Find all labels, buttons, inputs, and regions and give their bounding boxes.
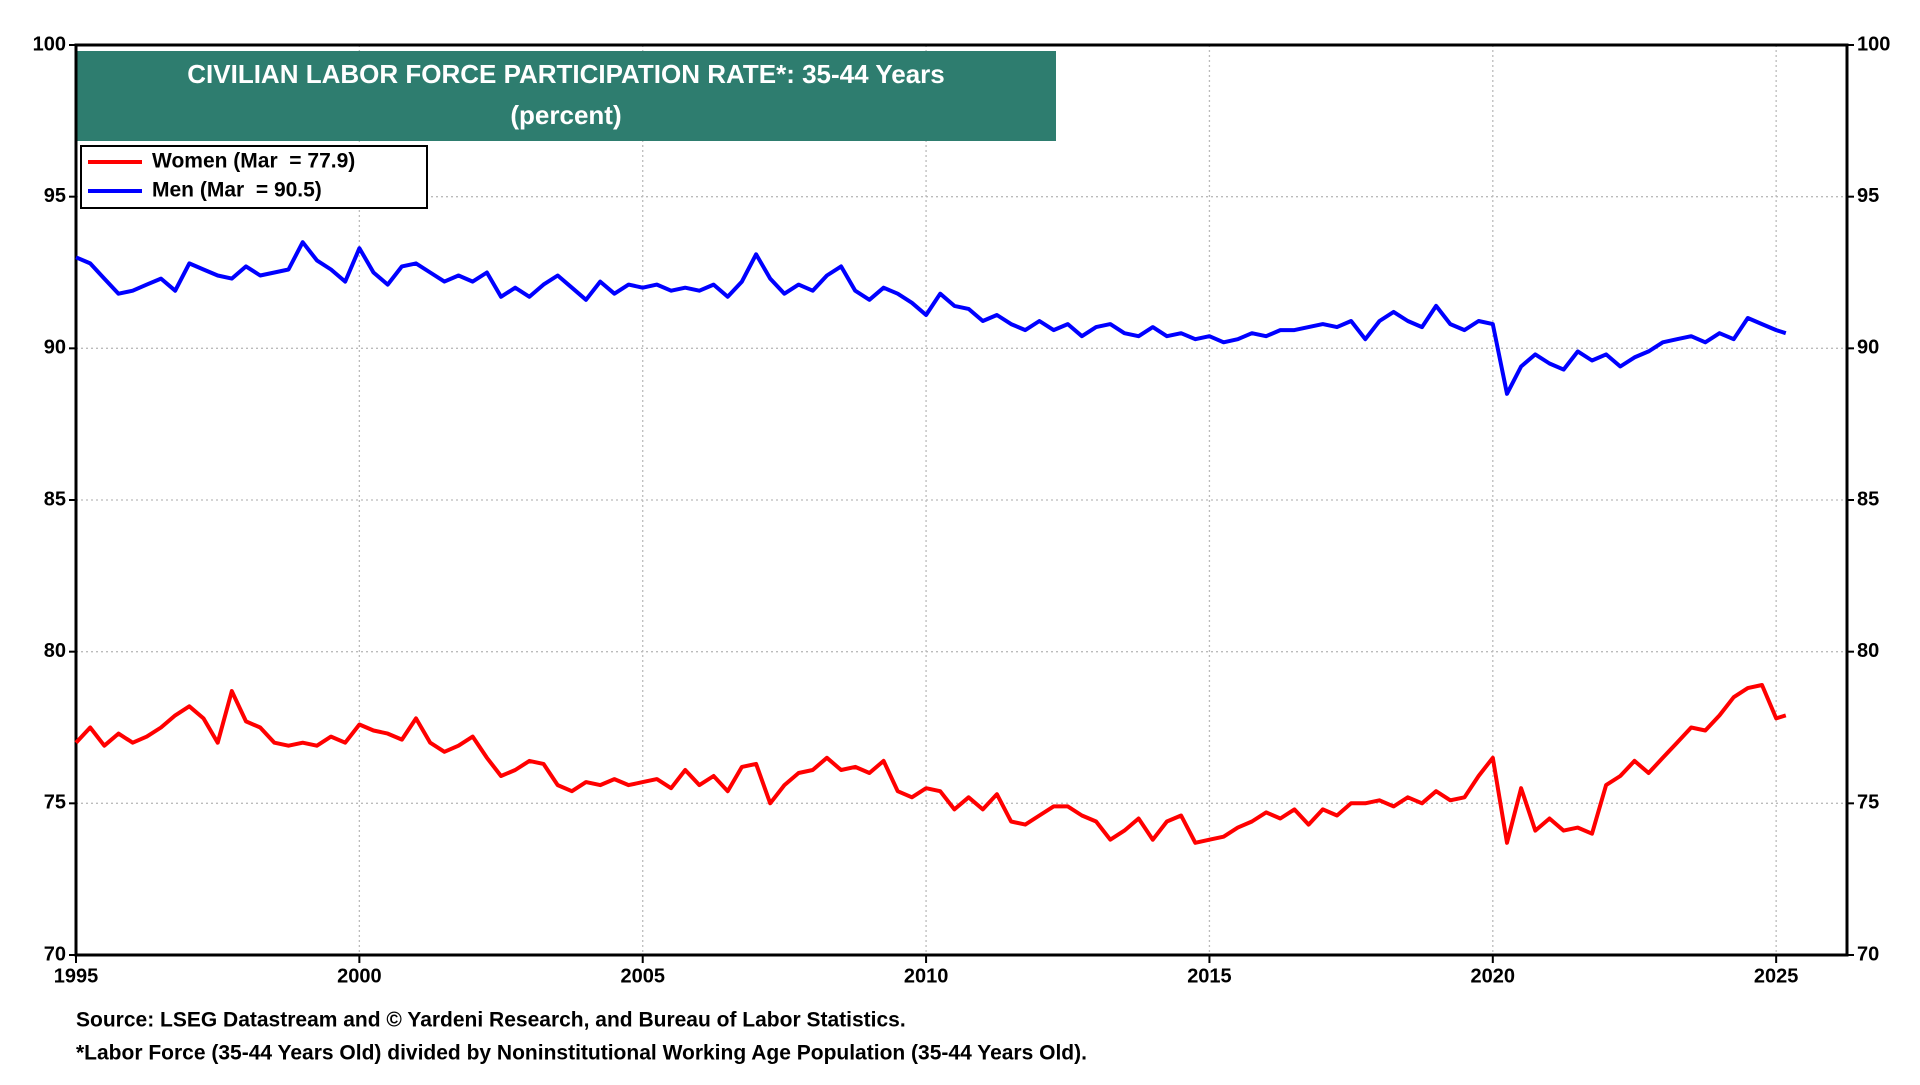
x-tick-label: 2015 bbox=[1187, 965, 1232, 987]
chart-subtitle: (percent) bbox=[510, 100, 621, 130]
series-line bbox=[74, 683, 1787, 845]
x-tick-label: 2005 bbox=[620, 965, 665, 987]
legend-label: Men (Mar = 90.5) bbox=[152, 179, 322, 202]
legend-label: Women (Mar = 77.9) bbox=[152, 150, 355, 173]
legend-box bbox=[80, 145, 428, 209]
x-tick-label: 2000 bbox=[337, 965, 382, 987]
y-tick-label: 80 bbox=[44, 640, 66, 662]
y2-tick-label: 85 bbox=[1857, 488, 1879, 510]
source-note: Source: LSEG Datastream and © Yardeni Re… bbox=[76, 1009, 906, 1032]
y-tick-label: 85 bbox=[44, 488, 66, 510]
y-tick-label: 70 bbox=[44, 943, 66, 965]
y-tick-label: 100 bbox=[33, 33, 66, 55]
x-tick-label: 2010 bbox=[904, 965, 949, 987]
y2-tick-label: 80 bbox=[1857, 640, 1879, 662]
series-line bbox=[75, 240, 1787, 396]
y2-tick-label: 95 bbox=[1857, 185, 1879, 207]
plot-frame bbox=[74, 43, 1849, 957]
y-tick-label: 90 bbox=[44, 337, 66, 359]
y2-tick-label: 90 bbox=[1857, 337, 1879, 359]
y2-tick-label: 100 bbox=[1857, 33, 1890, 55]
chart-title: CIVILIAN LABOR FORCE PARTICIPATION RATE*… bbox=[187, 59, 945, 89]
x-tick-label: 2025 bbox=[1754, 965, 1799, 987]
y-tick-label: 75 bbox=[44, 792, 66, 814]
x-tick-label: 2020 bbox=[1471, 965, 1516, 987]
y2-tick-label: 70 bbox=[1857, 943, 1879, 965]
footnote: *Labor Force (35-44 Years Old) divided b… bbox=[76, 1042, 1087, 1065]
y-tick-label: 95 bbox=[44, 185, 66, 207]
title-box bbox=[76, 51, 1056, 141]
y2-tick-label: 75 bbox=[1857, 792, 1879, 814]
x-tick-label: 1995 bbox=[54, 965, 99, 987]
